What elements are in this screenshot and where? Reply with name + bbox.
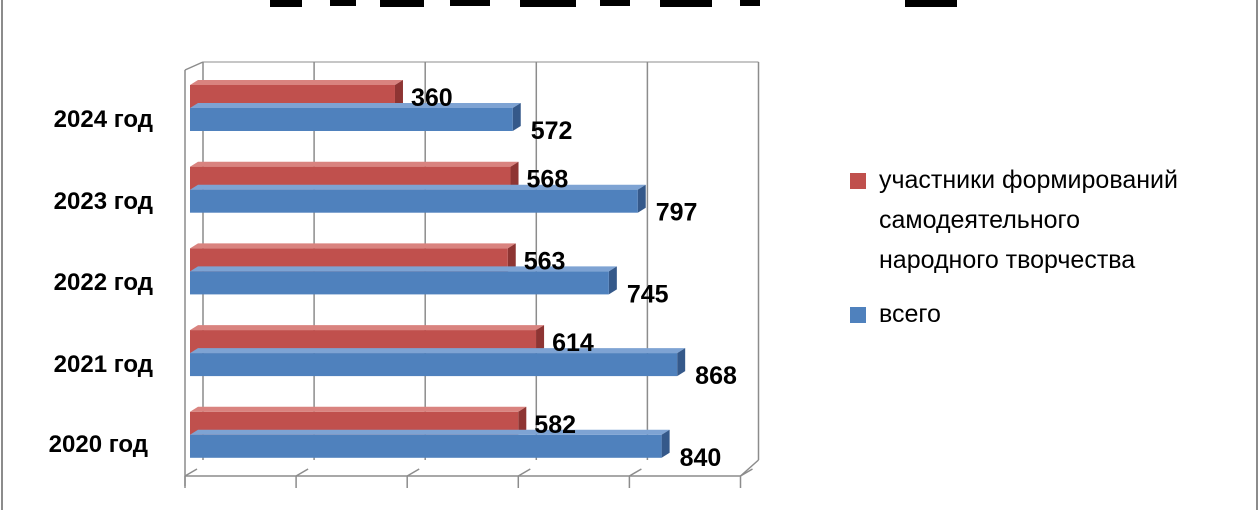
bar-side-face bbox=[536, 325, 545, 354]
bar-front-face bbox=[190, 189, 638, 213]
bar-front-face bbox=[190, 166, 511, 190]
legend: участники формирований самодеятельного нар… bbox=[850, 166, 1178, 328]
category-label-2023-год: 2023 год bbox=[54, 188, 153, 215]
bar-side-face bbox=[608, 266, 617, 295]
category-label-2021-год: 2021 год bbox=[54, 351, 153, 378]
value-label-total-2022-год: 745 bbox=[627, 280, 669, 308]
value-labels: 360 572 568 797 563 745 614 868 582 840 bbox=[411, 84, 737, 472]
bar-total-2022-год bbox=[190, 266, 617, 295]
bar-side-face bbox=[512, 103, 521, 131]
value-label-participants-2021-год: 614 bbox=[552, 329, 594, 357]
bar-front-face bbox=[190, 434, 662, 458]
floor-right-edge bbox=[740, 459, 759, 477]
legend-label: всего bbox=[879, 300, 941, 328]
legend-item-participants: участники формирований самодеятельного нар… bbox=[850, 166, 1178, 274]
bar-front-face bbox=[190, 330, 537, 354]
chart-title-fragment bbox=[270, 0, 957, 7]
value-label-participants-2023-год: 568 bbox=[527, 166, 569, 194]
bar-top-face bbox=[190, 243, 516, 249]
floor-grid-1000 bbox=[740, 468, 753, 477]
bar-total-2021-год bbox=[190, 348, 686, 377]
category-labels: 2024 год 2023 год 2022 год 2021 год 2020 год bbox=[49, 106, 153, 458]
bar-participants-2021-год bbox=[190, 325, 545, 354]
bar-side-face bbox=[394, 80, 403, 108]
bars-group bbox=[190, 80, 686, 458]
bar-front-face bbox=[190, 248, 508, 272]
legend-swatch bbox=[850, 173, 866, 189]
legend-label: участники формирований самодеятельного нар… bbox=[879, 166, 1178, 274]
bar-participants-2020-год bbox=[190, 406, 527, 435]
bar-top-face bbox=[190, 325, 545, 331]
bar-front-face bbox=[190, 353, 678, 377]
floor-grid-800 bbox=[629, 468, 642, 477]
bar-front-face bbox=[190, 411, 519, 435]
bar-participants-2023-год bbox=[190, 161, 519, 190]
bar-side-face bbox=[677, 348, 686, 377]
value-label-total-2020-год: 840 bbox=[680, 444, 722, 472]
side-wall-top bbox=[184, 61, 204, 71]
floor-grid-0 bbox=[184, 468, 198, 477]
value-label-participants-2020-год: 582 bbox=[534, 411, 576, 439]
bar-side-face bbox=[507, 243, 516, 272]
category-label-2024-год: 2024 год bbox=[54, 106, 153, 133]
category-label-2022-год: 2022 год bbox=[54, 269, 153, 296]
category-label-2020-год: 2020 год bbox=[49, 431, 148, 458]
bar-top-face bbox=[190, 429, 670, 435]
bar-top-face bbox=[190, 266, 617, 272]
bar-total-2023-год bbox=[190, 184, 646, 213]
bar-front-face bbox=[190, 108, 513, 131]
bar-front-face bbox=[190, 271, 609, 295]
value-label-participants-2024-год: 360 bbox=[411, 84, 453, 112]
bar-top-face bbox=[190, 80, 403, 85]
bar-side-face bbox=[510, 161, 519, 190]
bar-participants-2022-год bbox=[190, 243, 516, 272]
value-label-participants-2022-год: 563 bbox=[524, 247, 566, 275]
value-label-total-2021-год: 868 bbox=[695, 362, 737, 390]
floor-grid-200 bbox=[295, 468, 309, 477]
bar-top-face bbox=[190, 348, 686, 354]
floor-grid-400 bbox=[406, 468, 420, 477]
bar-participants-2024-год bbox=[190, 80, 403, 108]
bar-top-face bbox=[190, 161, 519, 167]
bar-top-face bbox=[190, 184, 646, 190]
bar-top-face bbox=[190, 103, 521, 108]
bar-front-face bbox=[190, 85, 395, 108]
bar-total-2020-год bbox=[190, 429, 670, 458]
legend-swatch bbox=[850, 307, 866, 323]
bar-side-face bbox=[637, 184, 646, 213]
bar-side-face bbox=[518, 406, 527, 435]
value-label-total-2024-год: 572 bbox=[531, 117, 573, 145]
floor-grid-600 bbox=[517, 468, 531, 477]
legend-item-total: всего bbox=[850, 300, 941, 328]
value-label-total-2023-год: 797 bbox=[656, 199, 698, 227]
bar-total-2024-год bbox=[190, 103, 521, 131]
bar-side-face bbox=[661, 429, 670, 458]
bar-top-face bbox=[190, 406, 527, 412]
